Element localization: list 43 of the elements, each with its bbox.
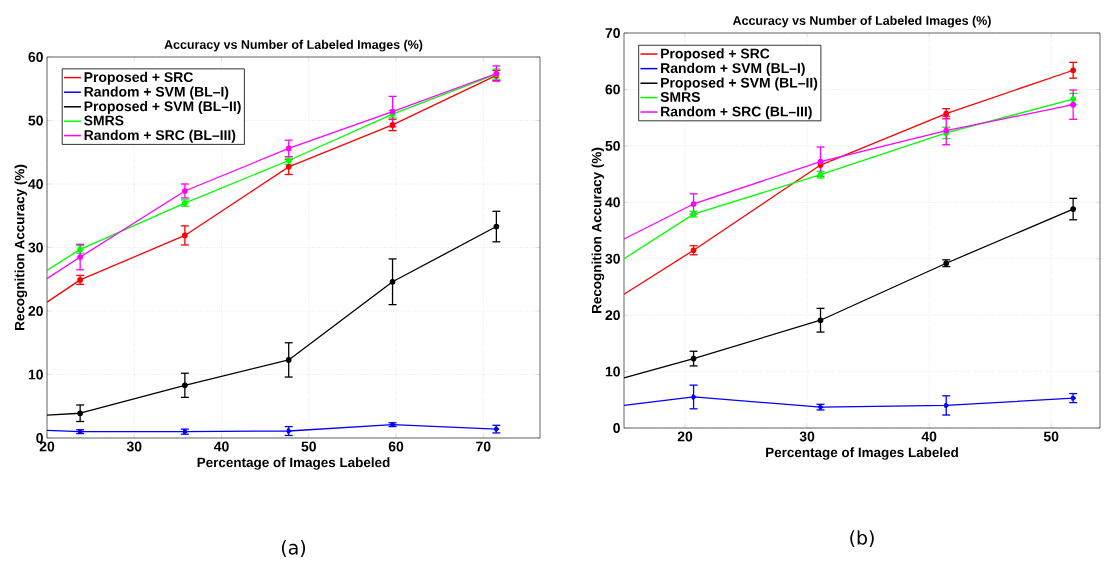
legend-label: Proposed + SRC [84, 71, 193, 85]
y-axis-title: Recognition Accuracy (%) [591, 147, 605, 313]
y-tick-label: 40 [605, 197, 620, 208]
chart-title: Accuracy vs Number of Labeled Images (%) [732, 15, 991, 28]
legend-label: Random + SRC (BL–III) [661, 106, 812, 120]
y-tick-label: 50 [605, 140, 620, 151]
legend-label: Random + SVM (BL–I) [661, 62, 805, 76]
y-axis-title: Recognition Accuracy (%) [14, 164, 28, 330]
y-tick-label: 60 [28, 52, 43, 62]
x-tick-label: 40 [213, 441, 229, 452]
chart-title: Accuracy vs Number of Labeled Images (%) [164, 39, 423, 52]
x-tick-label: 50 [1043, 431, 1059, 442]
x-tick-label: 70 [476, 441, 491, 452]
x-tick-label: 30 [799, 431, 815, 442]
x-tick-label: 20 [677, 431, 693, 442]
y-tick-label: 30 [605, 253, 620, 264]
x-tick-label: 30 [126, 441, 142, 452]
legend-label: SMRS [84, 115, 124, 126]
y-tick-label: 20 [605, 310, 620, 321]
legend-label: SMRS [660, 92, 700, 102]
x-axis-title: Percentage of Images Labeled [197, 457, 390, 470]
text: (b) [850, 530, 874, 548]
x-axis-title: Percentage of Images Labeled [766, 447, 958, 460]
legend-label: Random + SVM (BL–I) [84, 86, 229, 100]
y-tick-label: 50 [28, 115, 43, 126]
legend-label: Proposed + SVM (BL–II) [84, 100, 241, 114]
y-tick-label: 40 [28, 179, 43, 189]
legend-label: Proposed + SVM (BL–II) [661, 77, 818, 91]
y-tick-label: 0 [36, 433, 43, 443]
x-tick-label: 50 [301, 441, 316, 452]
y-tick-label: 10 [605, 366, 620, 377]
y-tick-label: 70 [605, 28, 620, 38]
x-tick-label: 40 [921, 431, 937, 442]
text: (a) [281, 540, 306, 557]
legend-label: Random + SRC (BL–III) [84, 129, 236, 143]
x-tick-label: 60 [388, 441, 404, 452]
y-tick-label: 60 [605, 84, 620, 95]
x-tick-label: 20 [39, 441, 55, 452]
y-tick-label: 0 [613, 423, 620, 433]
legend-label: Proposed + SRC [661, 48, 770, 62]
y-tick-label: 20 [28, 306, 43, 316]
y-tick-label: 10 [28, 369, 43, 380]
y-tick-label: 30 [28, 242, 43, 253]
